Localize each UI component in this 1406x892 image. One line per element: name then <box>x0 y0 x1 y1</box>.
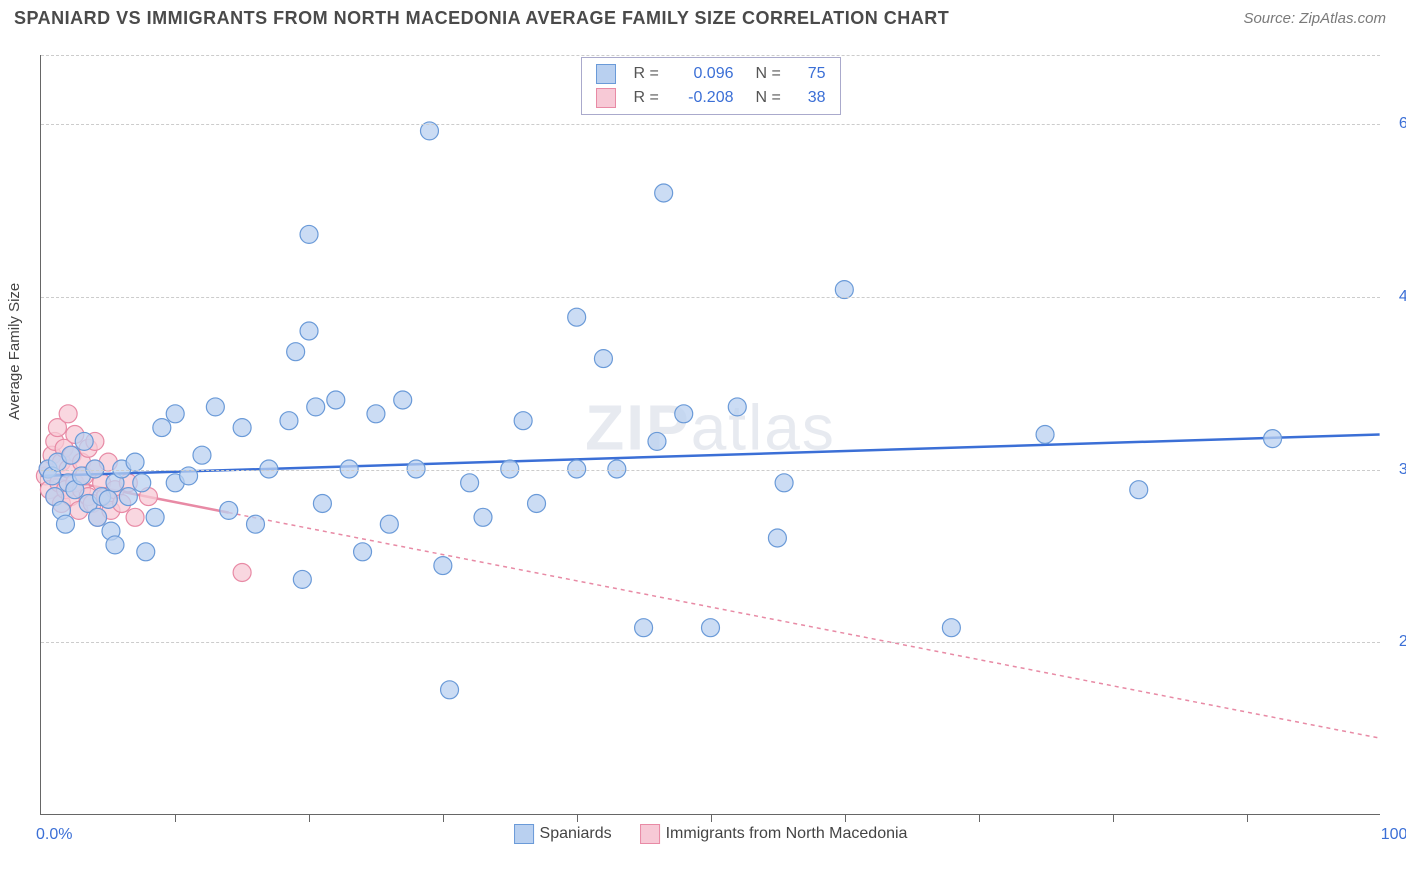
scatter-svg <box>41 55 1380 814</box>
x-tick <box>309 814 310 822</box>
chart-source: Source: ZipAtlas.com <box>1243 10 1386 27</box>
y-tick-label: 3.50 <box>1385 461 1406 479</box>
gridline <box>41 297 1380 298</box>
gridline <box>41 642 1380 643</box>
correlation-row-1: R = 0.096 N = 75 <box>596 62 826 86</box>
x-tick <box>845 814 846 822</box>
y-tick-label: 4.75 <box>1385 288 1406 306</box>
x-tick <box>175 814 176 822</box>
x-tick <box>577 814 578 822</box>
chart-title: SPANIARD VS IMMIGRANTS FROM NORTH MACEDO… <box>14 8 949 29</box>
y-axis-label: Average Family Size <box>6 283 23 420</box>
legend-item-1: Spaniards <box>514 824 612 844</box>
chart-plot-area: ZIPatlas R = 0.096 N = 75 R = -0.208 N =… <box>40 55 1380 815</box>
r-value-2: -0.208 <box>674 89 734 107</box>
legend-swatch-1 <box>596 64 616 84</box>
gridline <box>41 124 1380 125</box>
legend-swatch-spaniards <box>514 824 534 844</box>
r-value-1: 0.096 <box>674 65 734 83</box>
x-axis-min-label: 0.0% <box>36 826 72 844</box>
x-tick <box>443 814 444 822</box>
y-tick-label: 6.00 <box>1385 115 1406 133</box>
legend-label-1: Spaniards <box>540 825 612 843</box>
legend-swatch-2 <box>596 88 616 108</box>
y-tick-label: 2.25 <box>1385 633 1406 651</box>
correlation-legend: R = 0.096 N = 75 R = -0.208 N = 38 <box>581 57 841 115</box>
x-tick <box>1247 814 1248 822</box>
legend-swatch-macedonia <box>640 824 660 844</box>
n-value-2: 38 <box>796 89 826 107</box>
n-value-1: 75 <box>796 65 826 83</box>
correlation-row-2: R = -0.208 N = 38 <box>596 86 826 110</box>
n-label: N = <box>756 65 784 83</box>
legend-label-2: Immigrants from North Macedonia <box>666 825 908 843</box>
legend-item-2: Immigrants from North Macedonia <box>640 824 908 844</box>
x-axis-max-label: 100.0% <box>1381 826 1406 844</box>
x-tick <box>1113 814 1114 822</box>
r-label: R = <box>634 65 662 83</box>
n-label: N = <box>756 89 784 107</box>
x-tick <box>979 814 980 822</box>
series-legend: Spaniards Immigrants from North Macedoni… <box>514 824 908 844</box>
x-tick <box>711 814 712 822</box>
r-label: R = <box>634 89 662 107</box>
chart-header: SPANIARD VS IMMIGRANTS FROM NORTH MACEDO… <box>0 0 1406 33</box>
gridline <box>41 55 1380 56</box>
gridline <box>41 470 1380 471</box>
